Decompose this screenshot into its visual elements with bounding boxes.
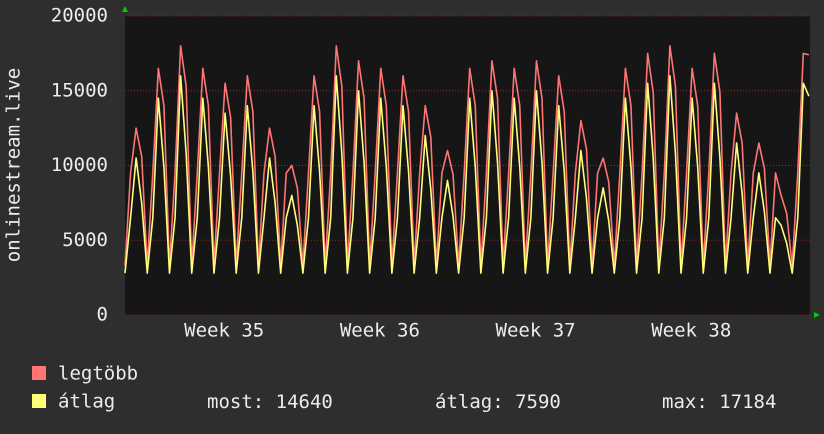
x-tick-label: Week 36: [340, 320, 420, 342]
y-axis-label: onlinestream.live: [3, 68, 25, 262]
x-tick-label: Week 37: [496, 320, 576, 342]
y-tick-label: 10000: [51, 154, 108, 176]
y-tick-label: 0: [97, 304, 108, 326]
stat: átlag: 7590: [435, 391, 561, 413]
stat-label: átlag:: [435, 391, 504, 413]
y-tick-label: 5000: [62, 229, 108, 251]
y-tick-label: 15000: [51, 79, 108, 101]
y-tick-label: 20000: [51, 5, 108, 27]
legend-swatch: [32, 394, 46, 408]
series-line: [124, 75, 810, 274]
stat-value: 14640: [276, 391, 333, 413]
series-line: [124, 45, 810, 267]
stat: max: 17184: [662, 391, 776, 413]
x-tick-label: Week 38: [651, 320, 731, 342]
legend-label: átlag: [58, 391, 115, 413]
stat: most: 14640: [207, 391, 333, 413]
axis-arrow: [122, 6, 128, 12]
stat-value: 17184: [719, 391, 776, 413]
legend-label: legtöbb: [58, 363, 138, 385]
axis-arrow: [814, 312, 820, 318]
legend-swatch: [32, 366, 46, 380]
x-tick-label: Week 35: [184, 320, 264, 342]
stat-value: 7590: [515, 391, 561, 413]
stat-label: most:: [207, 391, 264, 413]
stat-label: max:: [662, 391, 708, 413]
